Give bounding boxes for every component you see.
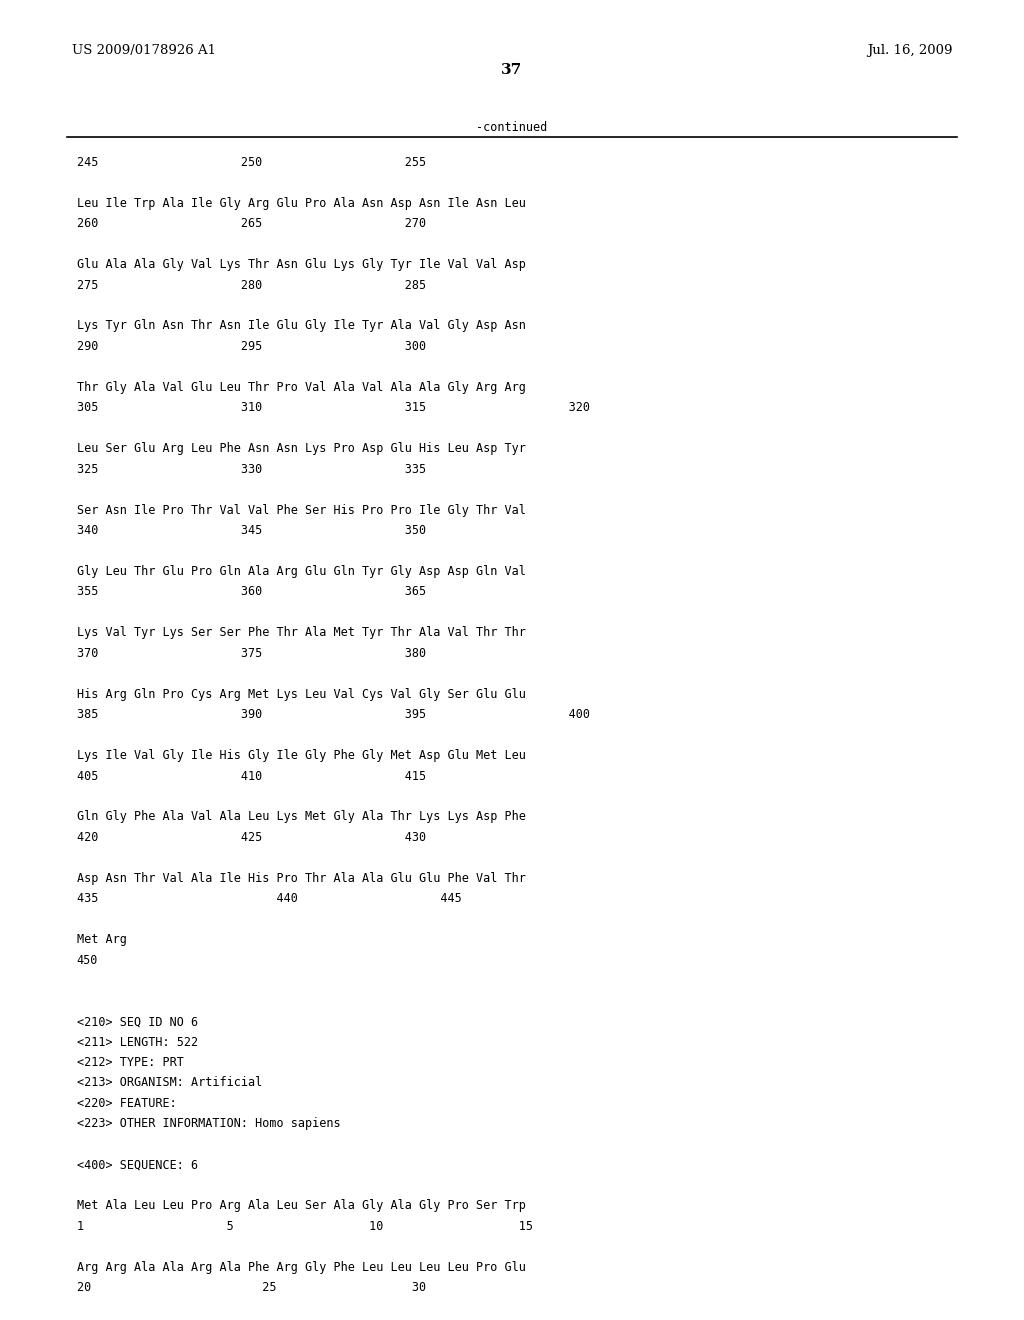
Text: 1                    5                   10                   15: 1 5 10 15	[77, 1220, 532, 1233]
Text: Met Arg: Met Arg	[77, 933, 127, 946]
Text: 325                    330                    335: 325 330 335	[77, 463, 426, 475]
Text: 20                        25                   30: 20 25 30	[77, 1280, 426, 1294]
Text: 305                    310                    315                    320: 305 310 315 320	[77, 401, 590, 414]
Text: 290                    295                    300: 290 295 300	[77, 341, 426, 352]
Text: 245                    250                    255: 245 250 255	[77, 156, 426, 169]
Text: 450: 450	[77, 953, 98, 966]
Text: Leu Ile Trp Ala Ile Gly Arg Glu Pro Ala Asn Asp Asn Ile Asn Leu: Leu Ile Trp Ala Ile Gly Arg Glu Pro Ala …	[77, 197, 525, 210]
Text: 275                    280                    285: 275 280 285	[77, 279, 426, 292]
Text: <210> SEQ ID NO 6: <210> SEQ ID NO 6	[77, 1015, 198, 1028]
Text: <400> SEQUENCE: 6: <400> SEQUENCE: 6	[77, 1159, 198, 1171]
Text: 340                    345                    350: 340 345 350	[77, 524, 426, 537]
Text: Lys Val Tyr Lys Ser Ser Phe Thr Ala Met Tyr Thr Ala Val Thr Thr: Lys Val Tyr Lys Ser Ser Phe Thr Ala Met …	[77, 626, 525, 639]
Text: Glu Ala Ala Gly Val Lys Thr Asn Glu Lys Gly Tyr Ile Val Val Asp: Glu Ala Ala Gly Val Lys Thr Asn Glu Lys …	[77, 259, 525, 271]
Text: Thr Gly Ala Val Glu Leu Thr Pro Val Ala Val Ala Ala Gly Arg Arg: Thr Gly Ala Val Glu Leu Thr Pro Val Ala …	[77, 380, 525, 393]
Text: His Arg Gln Pro Cys Arg Met Lys Leu Val Cys Val Gly Ser Glu Glu: His Arg Gln Pro Cys Arg Met Lys Leu Val …	[77, 688, 525, 701]
Text: Leu Ser Glu Arg Leu Phe Asn Asn Lys Pro Asp Glu His Leu Asp Tyr: Leu Ser Glu Arg Leu Phe Asn Asn Lys Pro …	[77, 442, 525, 455]
Text: 405                    410                    415: 405 410 415	[77, 770, 426, 783]
Text: Arg Arg Ala Ala Arg Ala Phe Arg Gly Phe Leu Leu Leu Leu Pro Glu: Arg Arg Ala Ala Arg Ala Phe Arg Gly Phe …	[77, 1261, 525, 1274]
Text: 385                    390                    395                    400: 385 390 395 400	[77, 708, 590, 721]
Text: <223> OTHER INFORMATION: Homo sapiens: <223> OTHER INFORMATION: Homo sapiens	[77, 1117, 340, 1130]
Text: Lys Ile Val Gly Ile His Gly Ile Gly Phe Gly Met Asp Glu Met Leu: Lys Ile Val Gly Ile His Gly Ile Gly Phe …	[77, 750, 525, 762]
Text: US 2009/0178926 A1: US 2009/0178926 A1	[72, 44, 216, 57]
Text: -continued: -continued	[476, 121, 548, 135]
Text: Met Ala Leu Leu Pro Arg Ala Leu Ser Ala Gly Ala Gly Pro Ser Trp: Met Ala Leu Leu Pro Arg Ala Leu Ser Ala …	[77, 1199, 525, 1212]
Text: 435                         440                    445: 435 440 445	[77, 892, 462, 906]
Text: Lys Tyr Gln Asn Thr Asn Ile Glu Gly Ile Tyr Ala Val Gly Asp Asn: Lys Tyr Gln Asn Thr Asn Ile Glu Gly Ile …	[77, 319, 525, 333]
Text: Jul. 16, 2009: Jul. 16, 2009	[867, 44, 952, 57]
Text: <212> TYPE: PRT: <212> TYPE: PRT	[77, 1056, 183, 1069]
Text: <220> FEATURE:: <220> FEATURE:	[77, 1097, 176, 1110]
Text: Ser Asn Ile Pro Thr Val Val Phe Ser His Pro Pro Ile Gly Thr Val: Ser Asn Ile Pro Thr Val Val Phe Ser His …	[77, 503, 525, 516]
Text: Gly Leu Thr Glu Pro Gln Ala Arg Glu Gln Tyr Gly Asp Asp Gln Val: Gly Leu Thr Glu Pro Gln Ala Arg Glu Gln …	[77, 565, 525, 578]
Text: 420                    425                    430: 420 425 430	[77, 832, 426, 843]
Text: Gln Gly Phe Ala Val Ala Leu Lys Met Gly Ala Thr Lys Lys Asp Phe: Gln Gly Phe Ala Val Ala Leu Lys Met Gly …	[77, 810, 525, 824]
Text: 355                    360                    365: 355 360 365	[77, 586, 426, 598]
Text: 37: 37	[502, 63, 522, 78]
Text: <211> LENGTH: 522: <211> LENGTH: 522	[77, 1035, 198, 1048]
Text: Asp Asn Thr Val Ala Ile His Pro Thr Ala Ala Glu Glu Phe Val Thr: Asp Asn Thr Val Ala Ile His Pro Thr Ala …	[77, 871, 525, 884]
Text: 260                    265                    270: 260 265 270	[77, 216, 426, 230]
Text: <213> ORGANISM: Artificial: <213> ORGANISM: Artificial	[77, 1077, 262, 1089]
Text: 370                    375                    380: 370 375 380	[77, 647, 426, 660]
